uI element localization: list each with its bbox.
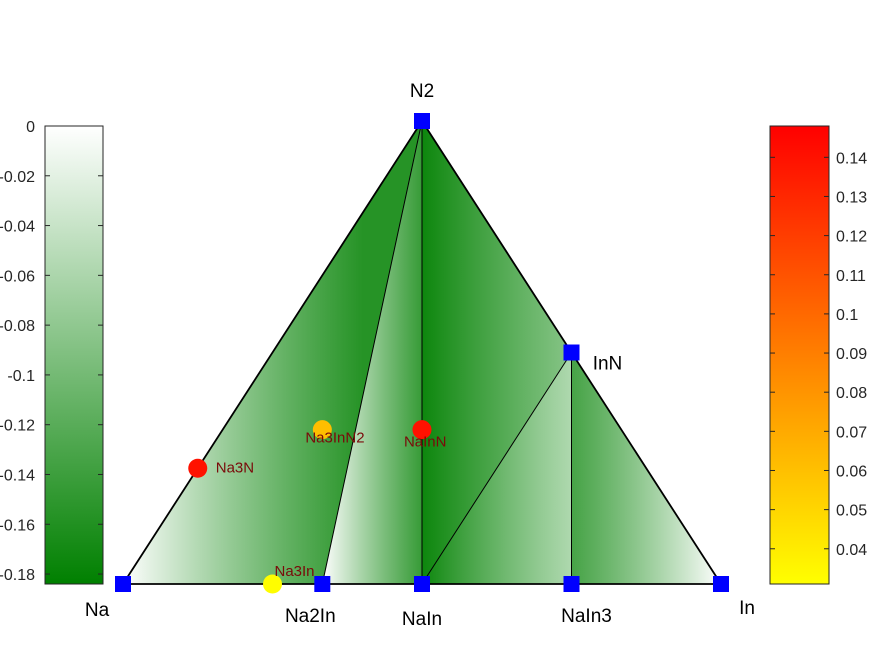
e-above-hull-colorbar-fill	[769, 125, 830, 585]
formation-energy-colorbar-ticks: 0 -0.02 -0.04 -0.06 -0.08 -0.1 -0.12 -0.14 -0.16…	[0, 119, 103, 584]
colorbar-tick-label: -0.02	[0, 169, 35, 186]
stable-phase-label: In	[739, 598, 755, 619]
tie-line	[421, 352, 572, 585]
colorbar-tick-label: 0	[26, 119, 35, 136]
colorbar-tick-label: 0.11	[836, 268, 866, 285]
stable-phase-label: NaIn	[402, 609, 442, 630]
stable-phase-label: NaIn3	[561, 606, 612, 627]
stable-phase-marker	[314, 576, 331, 592]
unstable-phase-marker	[312, 420, 332, 440]
colorbar-tick-label: 0.05	[836, 503, 867, 520]
colorbar-tick-label: 0.06	[836, 463, 867, 480]
colorbar-tick-label: 0.07	[836, 424, 867, 441]
stable-phase-label: N2	[410, 81, 434, 102]
e-above-hull-colorbar-ticks: 0.04 0.05 0.06 0.07 0.08 0.09 0.1 0.11 0.12 0.13 0…	[770, 150, 867, 559]
stable-phase-marker	[414, 576, 430, 592]
stable-phase-marker	[563, 344, 580, 361]
tie-line	[321, 120, 423, 585]
colorbar-tick-label: -0.14	[0, 467, 35, 484]
colorbar-tick-label: -0.1	[7, 368, 35, 385]
colorbar-tick-label: 0.12	[836, 229, 867, 246]
tie-lines	[321, 120, 572, 585]
unstable-phase-marker	[263, 574, 282, 594]
formation-energy-colorbar-fill	[44, 125, 104, 585]
colorbar-tick-label: 0.1	[836, 307, 858, 324]
stable-phase-label: Na2In	[285, 606, 336, 627]
stable-phase-label: Na	[85, 600, 110, 621]
colorbar-tick-label: 0.09	[836, 346, 867, 363]
colorbar-tick-label: -0.18	[0, 567, 35, 584]
colorbar-tick-label: 0.13	[836, 189, 867, 206]
colorbar-tick-label: 0.04	[836, 542, 867, 559]
e-above-hull-colorbar: 0.04 0.05 0.06 0.07 0.08 0.09 0.1 0.11 0.12 0.13 0…	[769, 125, 867, 585]
formation-energy-colorbar: 0 -0.02 -0.04 -0.06 -0.08 -0.1 -0.12 -0.14 -0.16…	[0, 119, 104, 585]
colorbar-tick-label: -0.16	[0, 517, 35, 534]
stable-phase-label: InN	[593, 354, 623, 375]
unstable-phase-label: NaInN	[404, 434, 447, 451]
hull-facet	[422, 121, 572, 584]
unstable-phase-marker	[412, 420, 432, 440]
colorbar-tick-label: 0.14	[836, 150, 867, 167]
unstable-phase-marker	[188, 458, 208, 478]
unstable-phase-label: Na3InN2	[305, 430, 364, 447]
colorbar-tick-label: -0.12	[0, 418, 35, 435]
colorbar-tick-label: -0.06	[0, 268, 35, 285]
unstable-phases: Na3N NaInN Na3InN2 Na3In	[188, 420, 447, 594]
colorbar-tick-label: -0.04	[0, 219, 35, 236]
colorbar-tick-label: -0.08	[0, 318, 35, 335]
stable-phase-marker	[414, 113, 430, 129]
unstable-phase-label: Na3In	[275, 563, 315, 580]
stable-phase-marker	[563, 576, 580, 592]
colorbar-tick-label: 0.08	[836, 385, 867, 402]
stable-phase-marker	[713, 576, 729, 592]
stable-phase-marker	[115, 576, 131, 592]
unstable-phase-label: Na3N	[216, 459, 254, 476]
